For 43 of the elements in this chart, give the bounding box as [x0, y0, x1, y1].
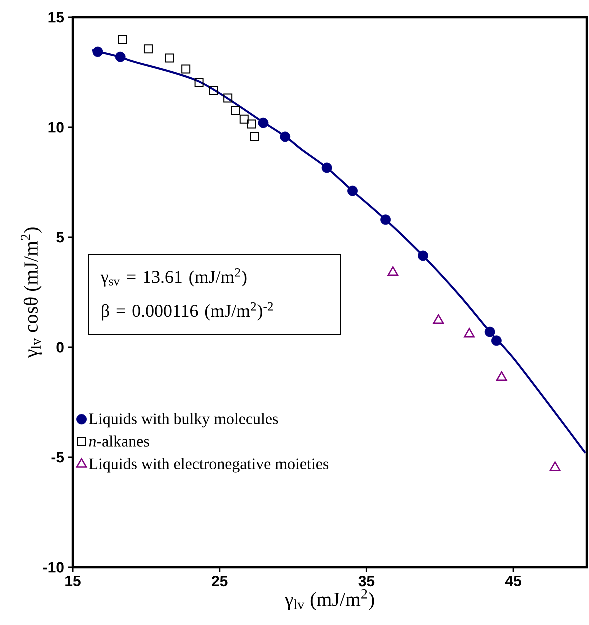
point [247, 120, 256, 129]
point [322, 162, 332, 174]
x-tick-label: 25 [212, 576, 228, 587]
point [250, 132, 260, 142]
point [496, 371, 508, 382]
legend-label: Liquids with electronegative moieties [89, 458, 329, 473]
point [418, 250, 428, 262]
point [194, 78, 204, 88]
y-tick-label: 10 [48, 122, 64, 133]
point [484, 326, 496, 338]
point [348, 186, 358, 196]
point [209, 86, 218, 96]
point [464, 328, 475, 338]
point [550, 462, 561, 472]
y-tick-label: 0 [56, 342, 64, 353]
y-tick-label: 15 [48, 12, 64, 23]
y-tick-label: -5 [52, 452, 64, 463]
y-tick-label: -10 [43, 562, 64, 573]
point [182, 64, 191, 74]
point [144, 44, 153, 54]
point [165, 54, 174, 63]
x-tick-label: 35 [358, 576, 375, 587]
y-axis-title: γ$_{lv}$ cosθ (mJ/m$^{2}$) [21, 228, 42, 358]
point [92, 46, 104, 58]
point [491, 336, 502, 346]
x-axis-title: γ$_{lv}$ (mJ/m$^{2}$) [284, 589, 374, 610]
y-tick-label: 5 [56, 232, 64, 243]
point [380, 214, 392, 226]
point [258, 118, 269, 128]
point [240, 114, 249, 124]
point [433, 314, 444, 324]
legend-label: Liquids with bulky molecules [89, 413, 278, 428]
x-tick-label: 15 [66, 576, 81, 586]
legend-label: n-alkanes [89, 436, 150, 447]
point [388, 266, 399, 276]
point [224, 94, 233, 103]
point [115, 52, 126, 62]
point [118, 35, 128, 44]
point [231, 106, 240, 116]
annotation: γ$_{sv}$ = 13.61 (mJ/m$^{2}$) [100, 268, 247, 287]
point [280, 132, 291, 142]
annotation: β = 0.000116 (mJ/m$^{2}$)$^{-2}$ [102, 302, 274, 321]
x-tick-label: 45 [505, 576, 522, 586]
